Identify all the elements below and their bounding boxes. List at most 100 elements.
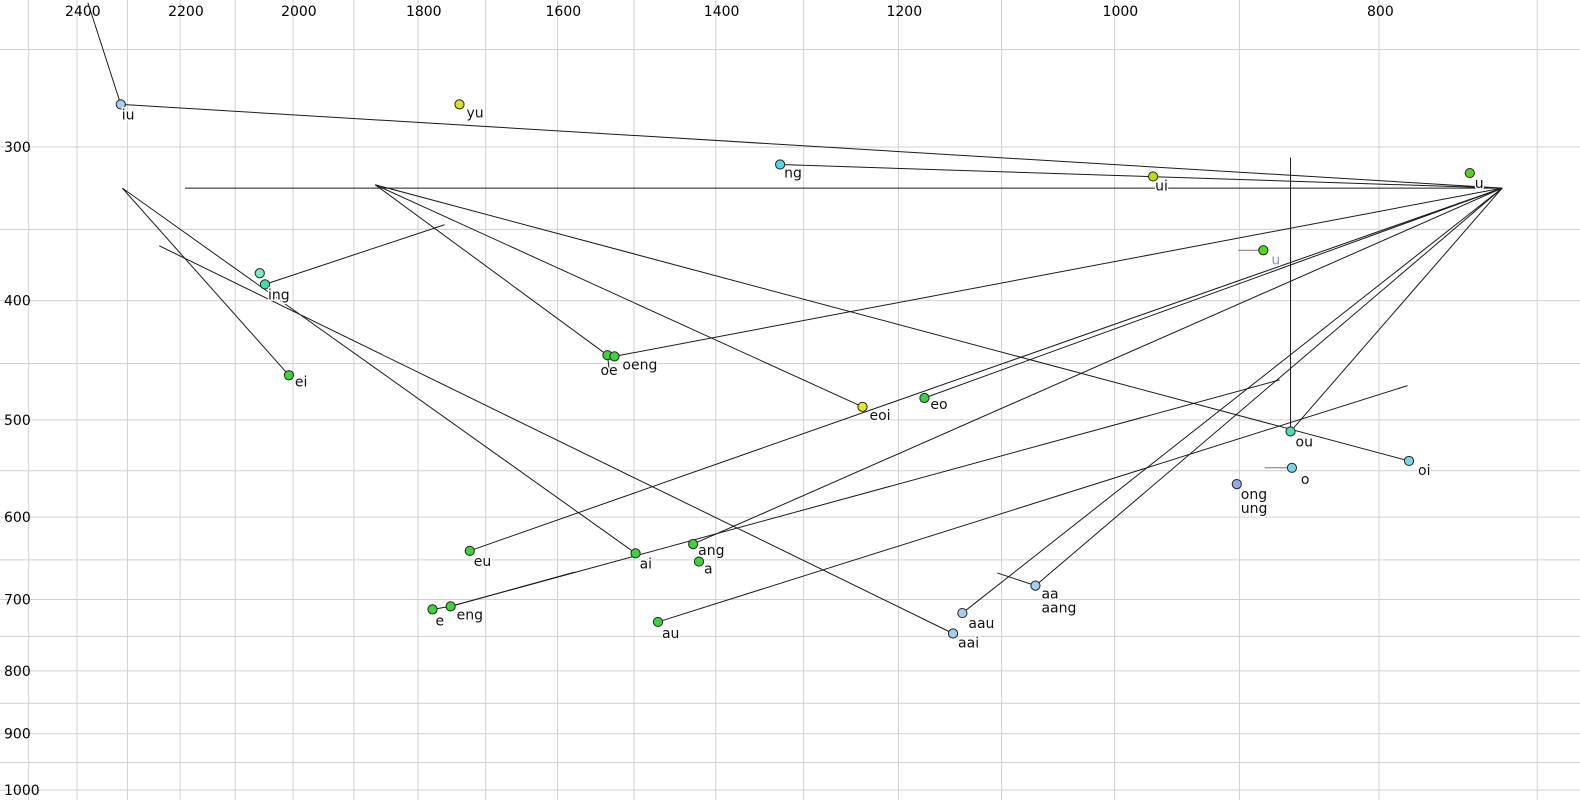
label-eu: eu bbox=[474, 554, 492, 570]
label-aau: aau bbox=[968, 616, 994, 632]
point-ong[interactable] bbox=[1231, 479, 1242, 490]
label-ng: ng bbox=[784, 166, 802, 182]
x-tick-1800: 1800 bbox=[406, 4, 442, 20]
point-ai[interactable] bbox=[630, 548, 641, 559]
point-iu[interactable] bbox=[115, 99, 126, 110]
point-o[interactable] bbox=[1286, 462, 1298, 473]
label-e: e bbox=[436, 613, 445, 629]
point-ing[interactable] bbox=[259, 279, 271, 290]
label-u: u bbox=[1475, 176, 1484, 192]
label-ou: ou bbox=[1296, 434, 1313, 450]
point-au[interactable] bbox=[652, 616, 664, 628]
label-eng: eng bbox=[457, 607, 483, 623]
trajectory-ou-to-u bbox=[1290, 187, 1503, 432]
label-a: a bbox=[704, 562, 713, 578]
label-ui: ui bbox=[1155, 178, 1168, 194]
point-eng[interactable] bbox=[445, 601, 456, 612]
point-ou[interactable] bbox=[1285, 426, 1296, 437]
x-tick-800: 800 bbox=[1367, 4, 1394, 20]
y-tick-300: 300 bbox=[4, 140, 31, 156]
point-aai[interactable] bbox=[947, 628, 959, 639]
trajectory-aa-to-u bbox=[1035, 187, 1503, 586]
point-ing-2[interactable] bbox=[254, 268, 265, 279]
label-ai: ai bbox=[640, 556, 652, 572]
trajectory-eng-tail bbox=[450, 571, 575, 607]
label-eo: eo bbox=[930, 397, 947, 413]
x-axis-tick-labels: 2400 2200 2000 1800 1600 1400 1200 1000 800 bbox=[65, 4, 1394, 20]
trajectory-oeng-to-u bbox=[614, 187, 1503, 357]
y-tick-400: 400 bbox=[4, 294, 31, 310]
point-u-2[interactable] bbox=[1258, 245, 1269, 256]
label-ong-extra: ung bbox=[1241, 501, 1268, 517]
point-u[interactable] bbox=[1464, 167, 1475, 179]
point-ei[interactable] bbox=[283, 370, 295, 381]
vowel-points bbox=[115, 99, 1475, 639]
x-tick-2000: 2000 bbox=[281, 4, 317, 20]
y-tick-1000: 1000 bbox=[4, 783, 40, 799]
trajectory-ei-to-i bbox=[121, 187, 290, 376]
point-ang[interactable] bbox=[688, 538, 699, 550]
label-au: au bbox=[662, 626, 679, 642]
point-eoi[interactable] bbox=[857, 401, 868, 412]
label-oe: oe bbox=[600, 363, 617, 379]
label-u-2: u bbox=[1271, 252, 1280, 268]
label-ang: ang bbox=[698, 543, 724, 559]
label-eoi: eoi bbox=[869, 408, 890, 424]
trajectory-lines bbox=[87, 2, 1503, 634]
trajectory-oe-tail-up bbox=[374, 184, 608, 356]
trajectory-ng-to-u bbox=[780, 164, 1503, 189]
trajectory-iu-to-u bbox=[120, 103, 1503, 189]
label-oeng: oeng bbox=[622, 357, 657, 373]
x-tick-2200: 2200 bbox=[168, 4, 204, 20]
point-ng[interactable] bbox=[775, 159, 786, 170]
trajectory-eo-to-u bbox=[924, 187, 1503, 399]
label-ei: ei bbox=[295, 374, 308, 390]
label-iu: iu bbox=[122, 107, 135, 123]
x-tick-2400: 2400 bbox=[65, 4, 101, 20]
point-eo[interactable] bbox=[919, 392, 930, 404]
x-tick-1400: 1400 bbox=[704, 4, 740, 20]
point-yu[interactable] bbox=[454, 99, 465, 110]
label-o: o bbox=[1301, 472, 1310, 488]
label-oi: oi bbox=[1418, 463, 1430, 479]
label-aai: aai bbox=[958, 636, 979, 652]
x-tick-1600: 1600 bbox=[546, 4, 582, 20]
point-e[interactable] bbox=[427, 604, 438, 615]
x-tick-1200: 1200 bbox=[886, 4, 922, 20]
trajectory-eoi-to-y bbox=[375, 184, 863, 408]
label-yu: yu bbox=[466, 105, 483, 121]
y-tick-500: 500 bbox=[4, 413, 31, 429]
trajectory-eu-to-u bbox=[469, 187, 1503, 552]
y-tick-600: 600 bbox=[4, 510, 31, 526]
trajectory-ing-tail bbox=[264, 224, 445, 285]
trajectory-au-long bbox=[657, 385, 1408, 623]
x-tick-1000: 1000 bbox=[1103, 4, 1139, 20]
vowel-labels: iu yu ng ui u u ing ei oe oeng eoi eo eu ai ang a e eng au… bbox=[120, 104, 1485, 653]
y-axis-tick-labels: 300 400 500 600 700 800 900 1000 bbox=[4, 140, 40, 799]
trajectory-iu-entry bbox=[87, 2, 122, 105]
trajectory-aa-tail bbox=[997, 572, 1036, 587]
trajectory-eng-long bbox=[450, 379, 1280, 607]
y-tick-700: 700 bbox=[4, 593, 31, 609]
y-tick-900: 900 bbox=[4, 727, 31, 743]
point-oeng[interactable] bbox=[609, 351, 620, 362]
point-aau[interactable] bbox=[957, 607, 968, 619]
point-aa[interactable] bbox=[1030, 580, 1041, 591]
point-oi[interactable] bbox=[1403, 455, 1415, 467]
trajectory-ang-to-u bbox=[692, 187, 1503, 545]
point-ui[interactable] bbox=[1147, 171, 1159, 182]
label-aa-extra: aang bbox=[1041, 601, 1076, 617]
label-ong: ong bbox=[1241, 487, 1267, 503]
y-tick-800: 800 bbox=[4, 664, 31, 680]
label-aa: aa bbox=[1041, 587, 1058, 603]
trajectory-aau-to-u bbox=[962, 187, 1503, 614]
trajectory-aai-to-i bbox=[159, 245, 954, 634]
trajectory-ai-to-i bbox=[122, 187, 636, 554]
point-a[interactable] bbox=[693, 556, 705, 567]
point-eu[interactable] bbox=[464, 545, 475, 556]
trajectory-oi-to-y bbox=[375, 184, 1410, 462]
label-ing: ing bbox=[268, 287, 290, 303]
